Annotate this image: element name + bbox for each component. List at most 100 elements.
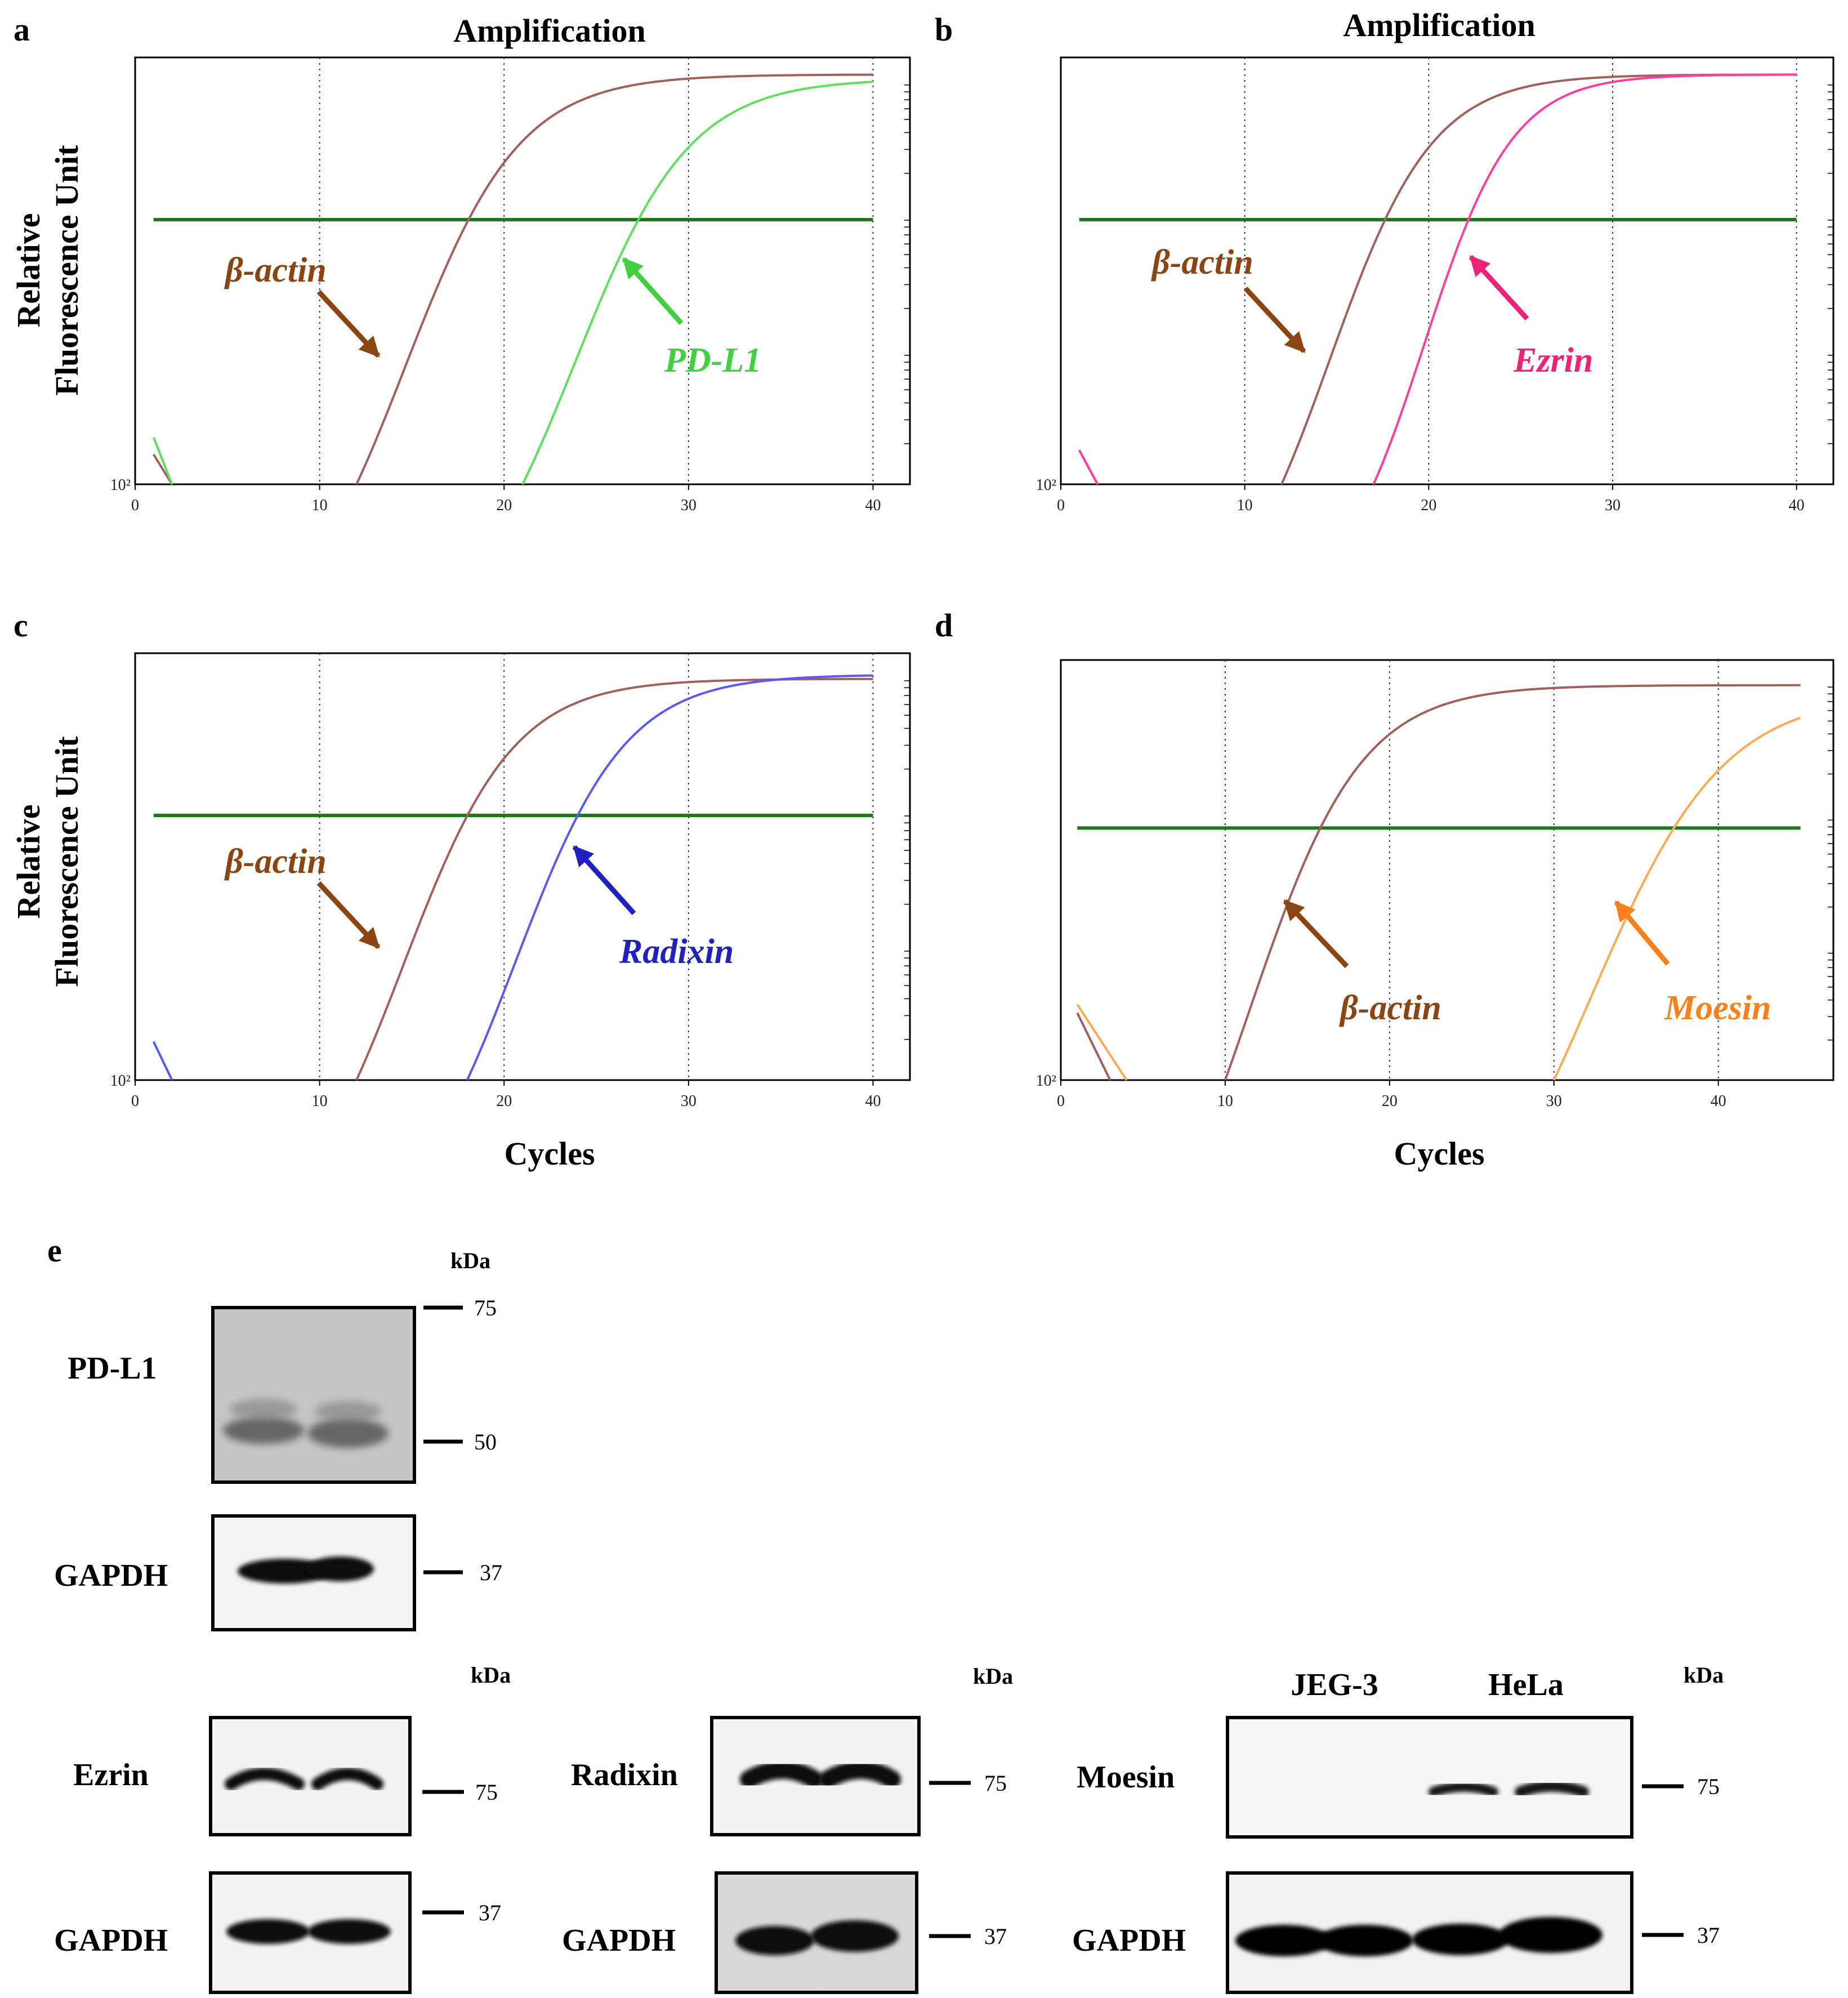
- blot-band: [306, 1557, 374, 1581]
- x-tick-label: 40: [865, 1092, 881, 1110]
- blot-label-ezrin-gapdh: GAPDH: [54, 1923, 168, 1958]
- blot-band: [230, 1399, 297, 1419]
- blot-band: [226, 1919, 310, 1944]
- chart-a-arrow-pd-l1: [622, 257, 684, 325]
- chart-c-series-beta-actin: [355, 677, 873, 1081]
- blot-radixin-gapdh: [715, 1871, 918, 1994]
- blot-moesin-gapdh: [1226, 1871, 1633, 1994]
- panel-letter-a: a: [14, 11, 30, 48]
- chart-a-annotation-pd-l1: PD-L1: [664, 341, 761, 380]
- blot-band: [740, 1761, 823, 1789]
- chart-d-ytick: 10²: [1036, 1072, 1056, 1090]
- x-tick-label: 20: [1421, 497, 1436, 514]
- kda-label-radixin: kDa: [973, 1663, 1013, 1689]
- chart-a-ylabel-line2: Fluorescence Unit: [48, 145, 85, 396]
- chart-c-arrow-beta-actin: [316, 881, 381, 949]
- blot-band: [819, 1761, 901, 1789]
- blot-pdl1: [211, 1306, 416, 1484]
- x-tick-label: 30: [1605, 497, 1621, 514]
- x-tick-label: 20: [496, 497, 512, 514]
- chart-d-arrow-moesin: [1614, 900, 1670, 966]
- chart-c-annotation-beta-actin: β-actin: [224, 842, 327, 881]
- chart-c: Relative Fluorescence Unit 0 10 20 30 40 10²…: [10, 652, 911, 1172]
- chart-d-series-beta-actin: [1076, 684, 1801, 1081]
- blot-band: [1412, 1924, 1509, 1955]
- blot-band: [1515, 1781, 1589, 1798]
- kda-label-pdl1: kDa: [450, 1248, 490, 1273]
- chart-d-xlabel: Cycles: [1394, 1135, 1484, 1172]
- blot-label-radixin-gapdh: GAPDH: [562, 1923, 676, 1958]
- marker-ezrin-gapdh-37: 37: [479, 1900, 501, 1925]
- chart-b-frame: [1060, 56, 1834, 485]
- chart-a: Amplification Relative Fluorescence Unit…: [10, 12, 911, 514]
- blot-label-moesin: Moesin: [1077, 1760, 1175, 1795]
- chart-d-arrow-beta-actin: [1283, 899, 1349, 969]
- blot-label-pdl1: PD-L1: [68, 1351, 157, 1386]
- blot-band: [1316, 1925, 1413, 1956]
- blot-label-pdl1-gapdh: GAPDH: [54, 1558, 168, 1593]
- blot-band: [307, 1419, 389, 1448]
- panel-letter-e: e: [47, 1232, 62, 1269]
- marker-radixin-gapdh-37: 37: [984, 1924, 1007, 1949]
- panel-letter-d: d: [935, 607, 953, 644]
- chart-c-series-radixin: [152, 674, 873, 1081]
- marker-moesin-gapdh-37: 37: [1697, 1923, 1720, 1948]
- x-tick-label: 30: [681, 497, 697, 514]
- marker-pdl1-50: 50: [474, 1429, 497, 1455]
- x-tick-label: 40: [1789, 497, 1805, 514]
- x-tick-label: 20: [1382, 1092, 1398, 1110]
- chart-c-ytick: 10²: [110, 1072, 131, 1090]
- blot-band: [1429, 1782, 1498, 1797]
- x-tick-label: 30: [681, 1092, 697, 1110]
- blot-label-radixin: Radixin: [571, 1758, 678, 1792]
- x-tick-label: 10: [312, 1092, 328, 1110]
- blot-band: [314, 1401, 382, 1421]
- chart-a-ytick: 10²: [110, 476, 131, 494]
- chart-a-arrow-beta-actin: [316, 289, 381, 358]
- chart-d: 0 10 20 30 40 10² Cycles β-actin Moesin: [1036, 659, 1834, 1172]
- x-tick-label: 0: [1057, 1092, 1065, 1110]
- chart-b-title: Amplification: [1343, 7, 1535, 43]
- x-tick-label: 40: [1711, 1092, 1726, 1110]
- panel-letter-b: b: [935, 11, 953, 48]
- blot-band: [223, 1417, 304, 1444]
- blot-radixin: [710, 1716, 921, 1836]
- chart-a-series-pd-l1: [152, 81, 873, 485]
- chart-a-annotation-beta-actin: β-actin: [224, 251, 327, 289]
- chart-b-annotation-beta-actin: β-actin: [1151, 243, 1253, 282]
- panel-letter-c: c: [14, 607, 28, 644]
- chart-d-series-moesin: [1076, 716, 1801, 1081]
- chart-a-ylabel-line1: Relative: [10, 213, 47, 328]
- x-tick-label: 10: [312, 497, 328, 514]
- marker-ezrin-75: 75: [475, 1780, 498, 1805]
- x-tick-label: 0: [1057, 497, 1065, 514]
- x-tick-label: 20: [496, 1092, 512, 1110]
- blot-band: [735, 1926, 814, 1955]
- x-tick-label: 30: [1546, 1092, 1562, 1110]
- blot-ezrin: [209, 1716, 412, 1836]
- chart-c-ylabel-line2: Fluorescence Unit: [48, 736, 85, 987]
- chart-c-arrow-radixin: [572, 845, 636, 916]
- chart-b-series-ezrin: [1078, 73, 1797, 485]
- marker-moesin-75: 75: [1697, 1774, 1720, 1799]
- chart-a-title: Amplification: [453, 12, 646, 49]
- x-tick-label: 0: [131, 1092, 139, 1110]
- lane-label-jeg3: JEG-3: [1291, 1667, 1378, 1702]
- chart-d-frame: [1060, 659, 1834, 1081]
- chart-c-frame: [134, 652, 911, 1081]
- chart-b-ytick: 10²: [1036, 476, 1056, 494]
- chart-d-annotation-moesin: Moesin: [1664, 989, 1771, 1027]
- blot-pdl1-gapdh: [211, 1514, 416, 1631]
- x-tick-label: 10: [1217, 1092, 1233, 1110]
- chart-b-arrow-ezrin: [1468, 255, 1529, 321]
- blot-band: [311, 1768, 383, 1790]
- chart-b-arrow-beta-actin: [1243, 286, 1306, 354]
- chart-c-xlabel: Cycles: [504, 1135, 595, 1172]
- lane-label-hela: HeLa: [1488, 1667, 1564, 1702]
- chart-c-annotation-radixin: Radixin: [619, 933, 734, 971]
- x-tick-label: 10: [1237, 497, 1253, 514]
- blot-band: [811, 1920, 899, 1952]
- marker-pdl1-gapdh-37: 37: [480, 1560, 502, 1585]
- chart-b: Amplification 0 10 20 30 40 10² β-actin Ezri…: [1036, 7, 1834, 514]
